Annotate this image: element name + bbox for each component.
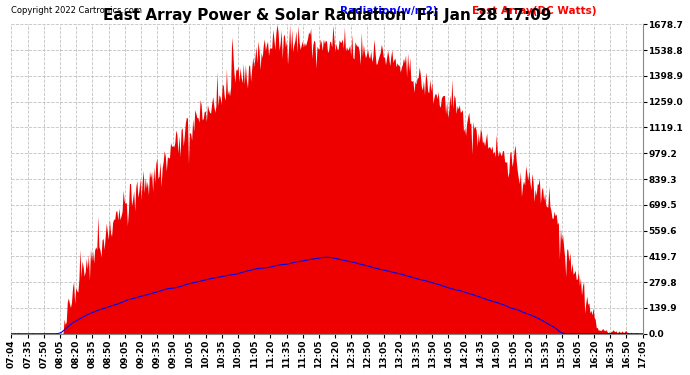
Text: Copyright 2022 Cartronics.com: Copyright 2022 Cartronics.com <box>12 6 142 15</box>
Text: East Array(DC Watts): East Array(DC Watts) <box>472 6 597 16</box>
Text: Radiation(w/m2): Radiation(w/m2) <box>339 6 437 16</box>
Title: East Array Power & Solar Radiation  Fri Jan 28 17:09: East Array Power & Solar Radiation Fri J… <box>103 8 551 23</box>
